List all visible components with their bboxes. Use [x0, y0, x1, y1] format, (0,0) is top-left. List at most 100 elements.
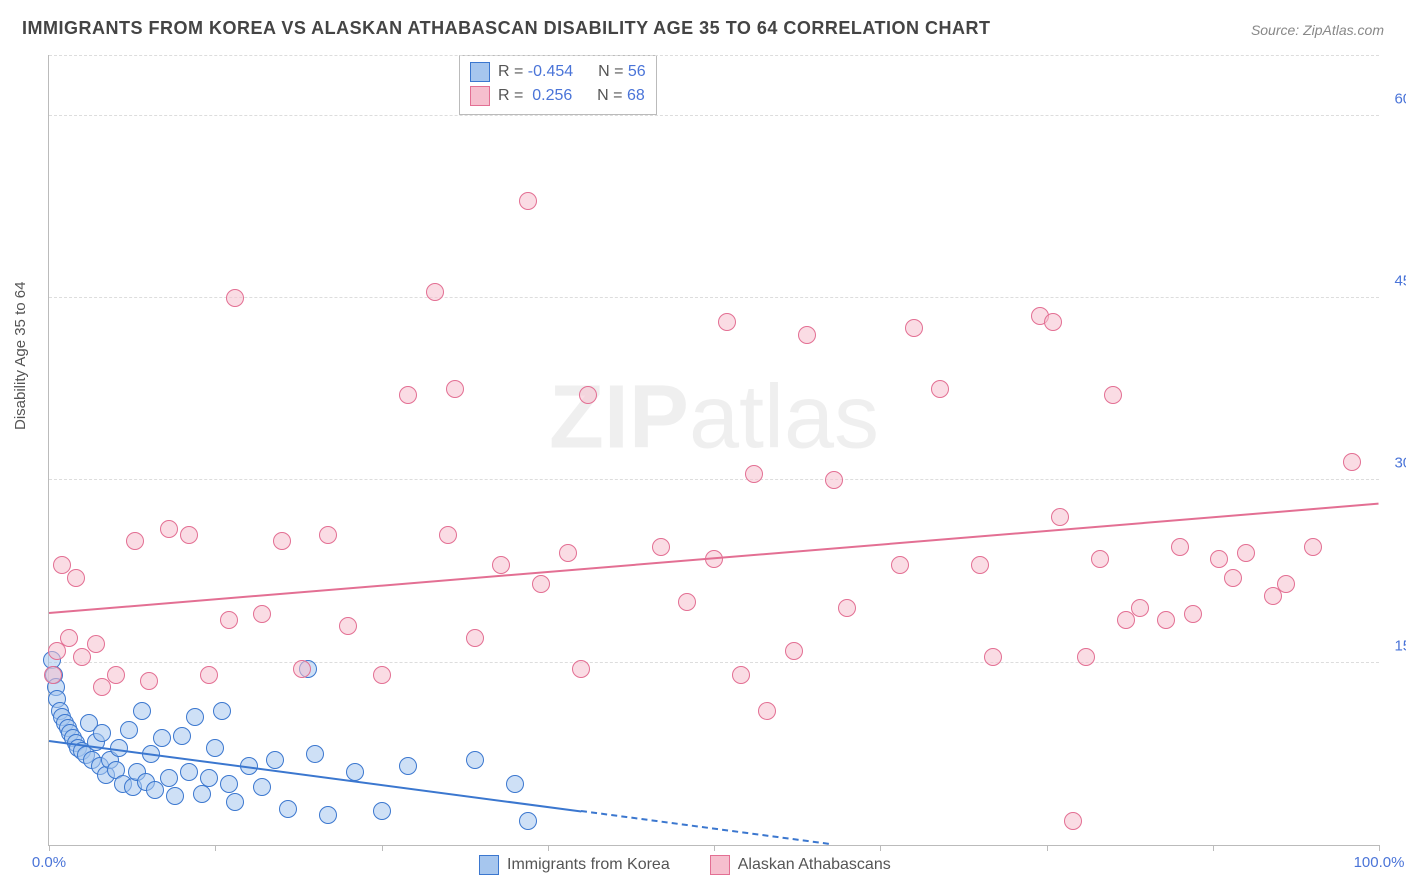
data-point-korea [133, 702, 151, 720]
data-point-athabascan [825, 471, 843, 489]
swatch-athabascan-2 [710, 855, 730, 875]
data-point-korea [153, 729, 171, 747]
legend-label-athabascan: Alaskan Athabascans [738, 856, 891, 874]
x-tick [215, 845, 216, 851]
data-point-korea [173, 727, 191, 745]
grid-line [49, 479, 1379, 480]
data-point-athabascan [160, 520, 178, 538]
x-tick [1379, 845, 1380, 851]
data-point-athabascan [44, 666, 62, 684]
data-point-athabascan [931, 380, 949, 398]
data-point-athabascan [572, 660, 590, 678]
data-point-athabascan [140, 672, 158, 690]
x-tick [382, 845, 383, 851]
data-point-athabascan [1304, 538, 1322, 556]
data-point-korea [519, 812, 537, 830]
data-point-athabascan [758, 702, 776, 720]
y-tick-label: 15.0% [1394, 637, 1406, 654]
data-point-athabascan [226, 289, 244, 307]
data-point-athabascan [492, 556, 510, 574]
series-legend: Immigrants from Korea Alaskan Athabascan… [479, 855, 891, 875]
trend-line-korea-dashed [581, 810, 829, 845]
legend-row-athabascan: R = 0.256 N = 68 [470, 84, 646, 108]
data-point-athabascan [1131, 599, 1149, 617]
data-point-athabascan [798, 326, 816, 344]
y-tick-label: 30.0% [1394, 455, 1406, 472]
data-point-athabascan [1343, 453, 1361, 471]
grid-line [49, 297, 1379, 298]
data-point-korea [93, 724, 111, 742]
grid-line [49, 115, 1379, 116]
y-tick-label: 45.0% [1394, 273, 1406, 290]
data-point-athabascan [745, 465, 763, 483]
data-point-athabascan [373, 666, 391, 684]
x-tick [880, 845, 881, 851]
data-point-athabascan [60, 629, 78, 647]
trend-line-athabascan-solid [49, 503, 1379, 614]
data-point-athabascan [126, 532, 144, 550]
legend-row-korea: R = -0.454 N = 56 [470, 60, 646, 84]
data-point-athabascan [838, 599, 856, 617]
data-point-athabascan [1091, 550, 1109, 568]
data-point-athabascan [1210, 550, 1228, 568]
data-point-athabascan [439, 526, 457, 544]
data-point-athabascan [1171, 538, 1189, 556]
grid-line [49, 55, 1379, 56]
data-point-athabascan [519, 192, 537, 210]
data-point-athabascan [1051, 508, 1069, 526]
source-attribution: Source: ZipAtlas.com [1251, 22, 1384, 38]
chart-title: IMMIGRANTS FROM KOREA VS ALASKAN ATHABAS… [22, 18, 991, 39]
data-point-athabascan [891, 556, 909, 574]
x-tick [548, 845, 549, 851]
data-point-korea [200, 769, 218, 787]
y-axis-label: Disability Age 35 to 64 [12, 282, 29, 430]
data-point-korea [120, 721, 138, 739]
x-tick-label: 0.0% [32, 854, 66, 871]
data-point-korea [266, 751, 284, 769]
watermark: ZIPatlas [549, 367, 879, 470]
x-tick [1213, 845, 1214, 851]
data-point-athabascan [273, 532, 291, 550]
data-point-athabascan [319, 526, 337, 544]
correlation-legend: R = -0.454 N = 56 R = 0.256 N = 68 [459, 55, 657, 115]
data-point-athabascan [1237, 544, 1255, 562]
data-point-korea [319, 806, 337, 824]
legend-item-athabascan: Alaskan Athabascans [710, 855, 891, 875]
data-point-athabascan [532, 575, 550, 593]
swatch-athabascan [470, 86, 490, 106]
x-tick [714, 845, 715, 851]
data-point-korea [399, 757, 417, 775]
data-point-athabascan [678, 593, 696, 611]
data-point-athabascan [67, 569, 85, 587]
data-point-korea [213, 702, 231, 720]
data-point-athabascan [1184, 605, 1202, 623]
data-point-korea [193, 785, 211, 803]
swatch-korea-2 [479, 855, 499, 875]
data-point-athabascan [559, 544, 577, 562]
data-point-athabascan [426, 283, 444, 301]
data-point-athabascan [1064, 812, 1082, 830]
data-point-athabascan [785, 642, 803, 660]
data-point-athabascan [200, 666, 218, 684]
data-point-korea [306, 745, 324, 763]
data-point-athabascan [339, 617, 357, 635]
data-point-korea [160, 769, 178, 787]
data-point-athabascan [905, 319, 923, 337]
data-point-korea [166, 787, 184, 805]
data-point-athabascan [1104, 386, 1122, 404]
data-point-athabascan [180, 526, 198, 544]
data-point-korea [279, 800, 297, 818]
data-point-athabascan [1044, 313, 1062, 331]
scatter-plot-area: ZIPatlas R = -0.454 N = 56 R = 0.256 N =… [48, 55, 1379, 846]
x-tick [49, 845, 50, 851]
data-point-athabascan [466, 629, 484, 647]
data-point-athabascan [984, 648, 1002, 666]
data-point-athabascan [399, 386, 417, 404]
data-point-athabascan [579, 386, 597, 404]
data-point-korea [186, 708, 204, 726]
data-point-korea [220, 775, 238, 793]
grid-line [49, 662, 1379, 663]
data-point-korea [206, 739, 224, 757]
data-point-athabascan [87, 635, 105, 653]
data-point-athabascan [293, 660, 311, 678]
